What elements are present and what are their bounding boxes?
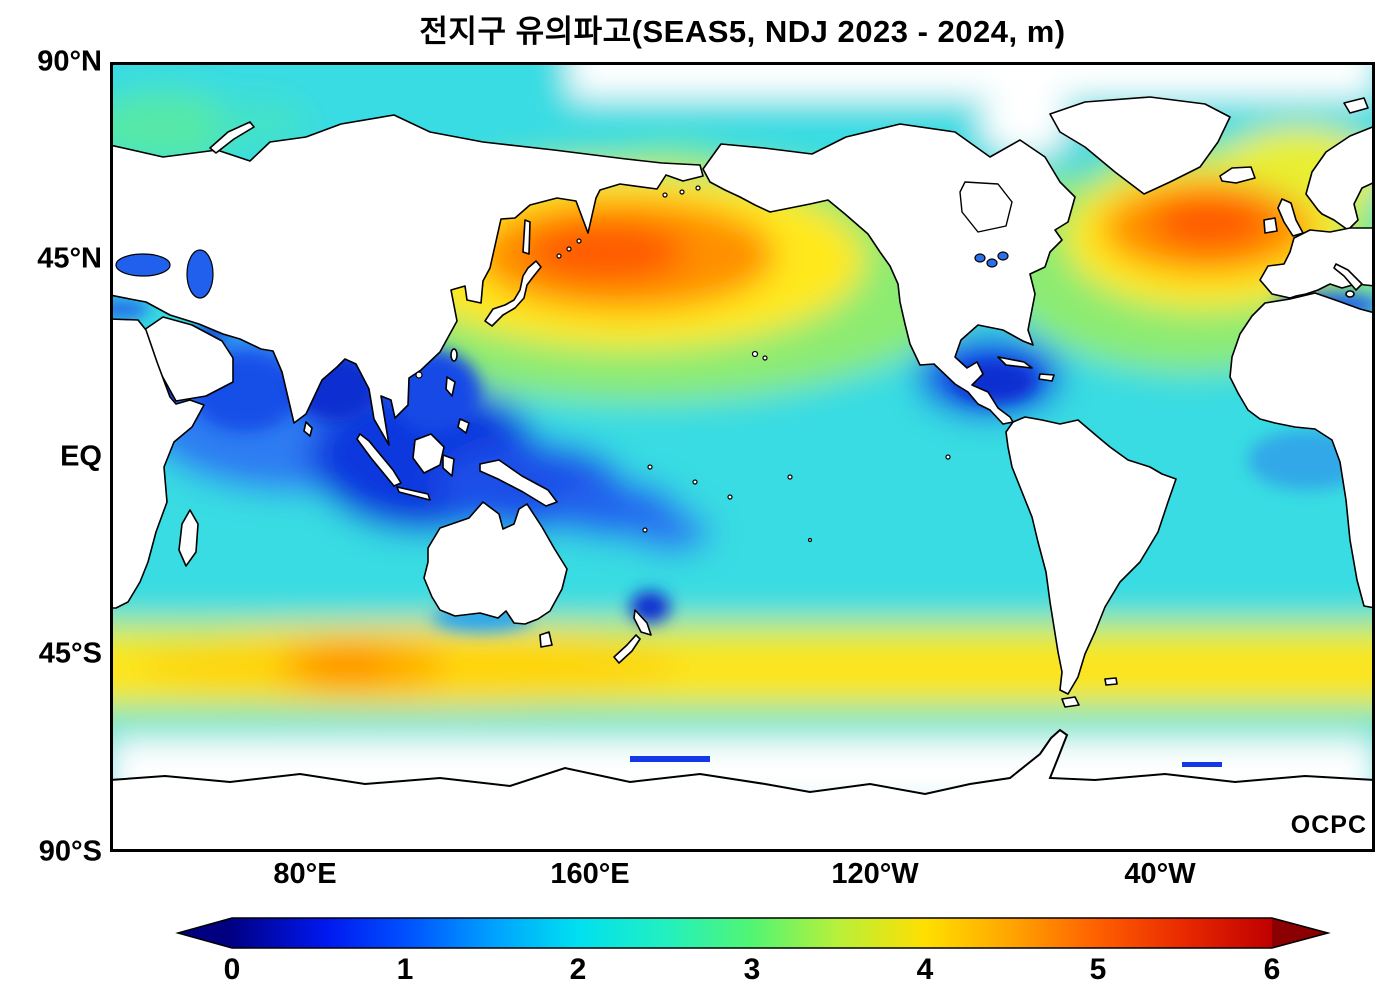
map-plot: OCPC (110, 62, 1375, 852)
island-taiwan (450, 348, 458, 362)
landmass-eurasia (110, 114, 704, 446)
island-sakhalin (522, 219, 531, 255)
colorbar-left-cap (178, 918, 232, 948)
lat-tick-label: 90°N (37, 45, 102, 78)
landmass-africa-east (110, 318, 205, 609)
island-nz-south (613, 634, 641, 664)
island-luzon (445, 376, 456, 397)
landmass-antarctica (110, 728, 1375, 852)
island-cuba (997, 356, 1033, 369)
great-lakes (986, 258, 998, 268)
lat-tick-label: 45°S (38, 637, 102, 670)
lon-tick-label: 80°E (273, 858, 337, 890)
colorbar-tick-label: 1 (396, 953, 414, 986)
island-nz-north (633, 609, 652, 636)
colorbar-tick-label: 4 (916, 953, 934, 986)
island-novaya-zemlya (209, 121, 255, 154)
island-sri-lanka (303, 421, 313, 437)
colorbar-tick-label: 3 (743, 953, 761, 986)
world-wave-height-map (110, 62, 1375, 852)
landmass-europe (1259, 227, 1375, 299)
great-lakes (974, 253, 986, 263)
landmass-greenland (1049, 96, 1231, 195)
island-sicily (1345, 290, 1355, 298)
antarctic-coastal-data (630, 756, 1222, 767)
landmass-japan (484, 260, 542, 327)
island-new-guinea (479, 459, 558, 507)
lat-tick-label: 90°S (38, 835, 102, 868)
inland-seas-layer (115, 249, 1009, 299)
island-ireland (1263, 217, 1278, 234)
lat-tick-label: EQ (60, 440, 102, 473)
colorbar-gradient (232, 918, 1272, 948)
lon-tick-label: 160°E (550, 858, 630, 890)
chart-title: 전지구 유의파고(SEAS5, NDJ 2023 - 2024, m) (419, 14, 1066, 49)
island-borneo (412, 433, 445, 474)
plot-border (110, 62, 1375, 852)
great-lakes (997, 251, 1009, 261)
island-falklands (1104, 677, 1118, 686)
land-layer (110, 96, 1375, 708)
black-sea (115, 253, 171, 277)
island-madagascar (178, 509, 199, 567)
colorbar-tick-label: 0 (223, 953, 241, 986)
caspian-sea (186, 249, 214, 299)
island-hispaniola (1038, 373, 1055, 382)
colorbar-tick-label: 5 (1089, 953, 1107, 986)
island-sulawesi (442, 454, 455, 477)
island-tierra-del-fuego (1061, 696, 1080, 708)
island-sumatra (356, 433, 402, 487)
landmass-australia (423, 501, 568, 625)
landmass-arabia (143, 316, 234, 402)
landmass-scandinavia (1305, 125, 1375, 231)
landmass-south-america (1005, 416, 1177, 695)
ocpc-logo: OCPC (1290, 811, 1367, 839)
island-tasmania (539, 631, 553, 648)
colorbar-outline (175, 917, 1331, 949)
colorbar-right-cap (1272, 918, 1328, 948)
landmass-africa-west (1229, 292, 1375, 609)
island-svalbard (1343, 97, 1369, 114)
lon-tick-label: 40°W (1124, 858, 1196, 890)
island-java (396, 486, 431, 501)
colorbar-tick-label: 2 (569, 953, 587, 986)
colorbar (175, 917, 1331, 949)
small-islands (415, 185, 951, 543)
island-iceland (1219, 166, 1256, 184)
lat-tick-label: 45°N (37, 242, 102, 275)
hudson-bay (959, 181, 1013, 233)
island-great-britain (1277, 198, 1304, 237)
lon-tick-label: 120°W (831, 858, 919, 890)
landmass-italy (1333, 263, 1363, 291)
island-mindanao (457, 418, 470, 434)
colorbar-tick-label: 6 (1263, 953, 1281, 986)
